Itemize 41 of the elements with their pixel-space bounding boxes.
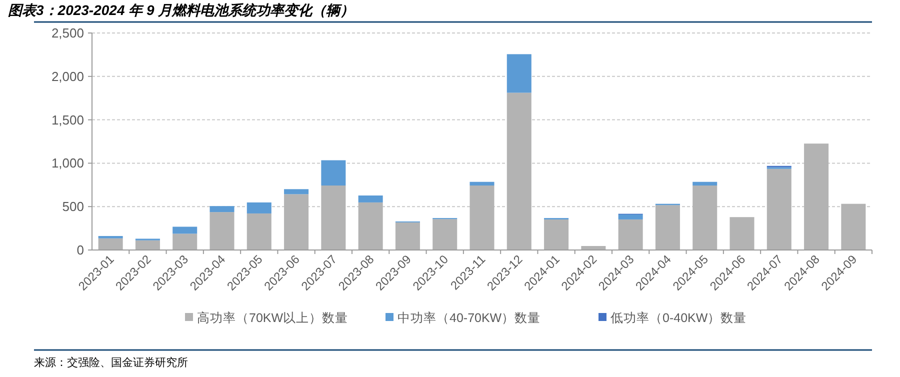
bar: [358, 202, 383, 250]
bar: [135, 240, 160, 250]
bar: [692, 186, 718, 250]
bar: [358, 195, 383, 202]
legend-label: 低功率（0-40KW）数量: [610, 310, 747, 325]
bar: [246, 202, 272, 214]
y-tick-label: 500: [62, 199, 84, 214]
source-note: 来源：交强险、国金证券研究所: [34, 356, 188, 369]
bar: [470, 182, 494, 186]
bar: [692, 182, 718, 186]
legend-label: 高功率（70KW以上）数量: [197, 310, 348, 325]
bar: [432, 219, 458, 250]
y-tick-label: 2,000: [51, 68, 84, 84]
bar: [730, 217, 754, 250]
bar: [98, 238, 123, 250]
bar: [506, 92, 532, 250]
bar: [655, 205, 680, 250]
bar: [506, 54, 532, 93]
bar: [766, 168, 792, 250]
bar: [395, 222, 420, 250]
y-tick-label: 0: [76, 242, 84, 258]
chart-title: 图表3：2023-2024 年 9 月燃料电池系统功率变化（辆）: [8, 2, 354, 18]
bar: [321, 160, 346, 186]
y-tick-label: 1,000: [51, 156, 84, 171]
bar: [172, 234, 198, 250]
y-tick-label: 1,500: [51, 112, 84, 128]
bar: [618, 219, 643, 250]
bar: [544, 219, 569, 250]
bar: [246, 213, 272, 250]
bar: [804, 144, 829, 250]
bar: [284, 189, 309, 194]
y-tick-label: 2,500: [51, 26, 84, 40]
bar: [284, 194, 309, 250]
bar: [172, 226, 198, 234]
bar: [618, 214, 643, 220]
bar: [470, 186, 494, 250]
legend-label: 中功率（40-70KW）数量: [398, 310, 541, 325]
bar: [210, 206, 234, 212]
bar: [210, 212, 234, 250]
bar: [321, 186, 346, 250]
bar: [841, 204, 866, 250]
